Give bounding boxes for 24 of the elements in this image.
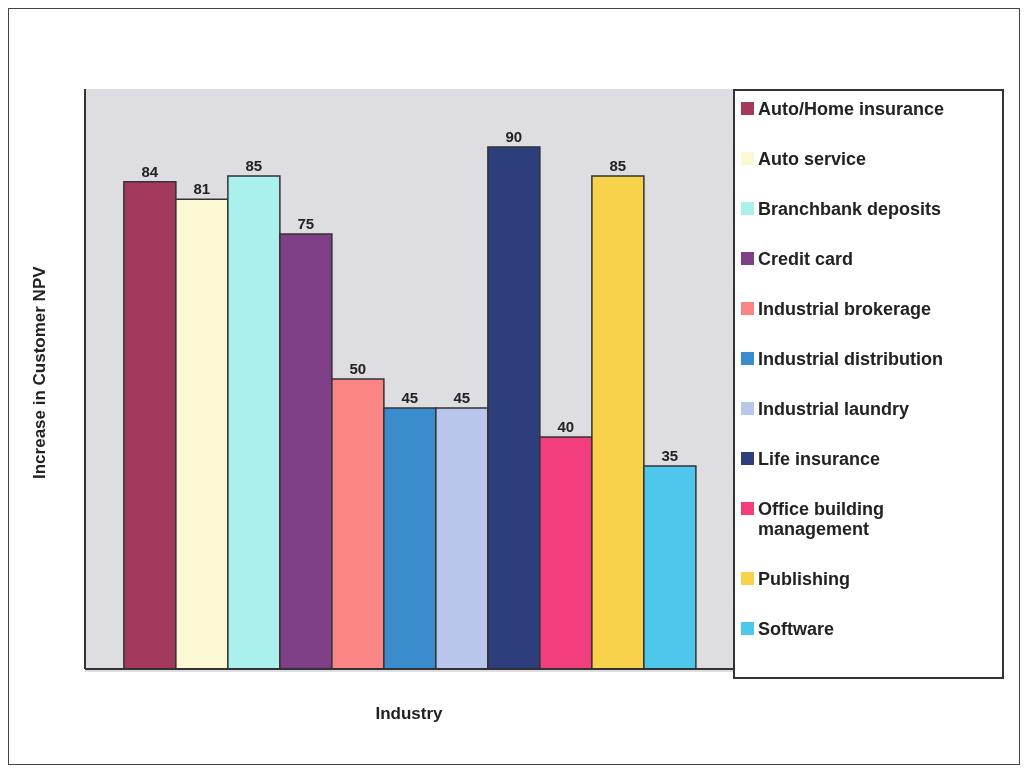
legend-label: Publishing: [758, 569, 850, 589]
data-label: 85: [609, 157, 627, 174]
data-label: 45: [401, 389, 419, 406]
x-axis-title: Industry: [375, 704, 444, 723]
data-label: 35: [661, 447, 679, 464]
data-label: 85: [245, 157, 263, 174]
legend-label: Industrial laundry: [758, 399, 910, 419]
legend-label: Branchbank deposits: [758, 199, 942, 219]
data-label: 84: [141, 162, 159, 180]
data-label: 90: [505, 128, 523, 145]
data-label: 81: [193, 180, 211, 198]
legend-label: Credit card: [758, 249, 854, 269]
data-label: 50: [349, 360, 367, 377]
legend-label: Life insurance: [758, 449, 881, 469]
data-label: 75: [297, 215, 315, 232]
y-axis-title: Increase in Customer NPV: [30, 265, 50, 479]
data-label: 45: [453, 389, 471, 406]
legend-label: Software: [758, 619, 835, 639]
legend-label: Industrial distribution: [758, 349, 943, 369]
data-label: 40: [557, 418, 575, 435]
legend-label: Auto service: [758, 149, 867, 169]
legend-label: Auto/Home insurance: [758, 99, 945, 119]
legend-label: Industrial brokerage: [758, 299, 932, 319]
legend-label: Office building management: [758, 499, 885, 539]
